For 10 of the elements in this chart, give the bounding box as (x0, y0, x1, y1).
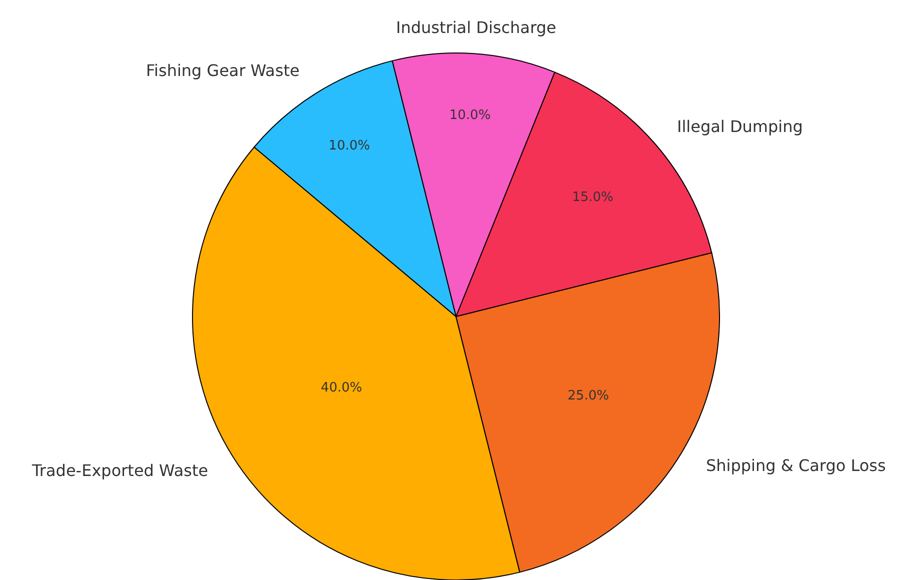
data-label: 10.0% (328, 138, 370, 154)
data-label: 40.0% (320, 380, 362, 396)
slice-label: Shipping & Cargo Loss (706, 456, 886, 475)
slice-label: Fishing Gear Waste (146, 61, 300, 80)
slice-label: Industrial Discharge (396, 18, 556, 37)
data-label: 15.0% (572, 190, 614, 206)
data-label: 25.0% (568, 388, 609, 404)
data-label: 10.0% (449, 108, 491, 124)
slice-label: Illegal Dumping (677, 117, 803, 136)
slice-label: Trade-Exported Waste (31, 461, 208, 480)
